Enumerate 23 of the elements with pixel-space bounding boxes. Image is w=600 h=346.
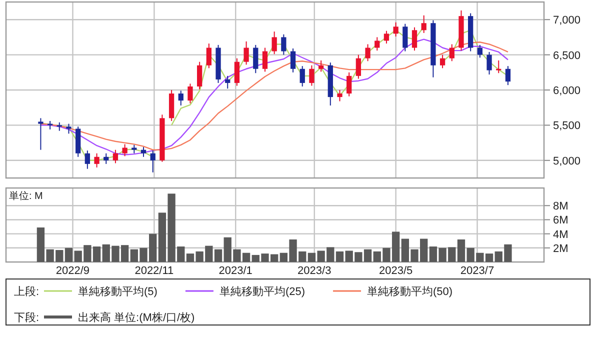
y-axis-title: 単位: M — [9, 190, 43, 202]
x-tick-label: 2023/7 — [460, 265, 494, 277]
legend-label: 単純移動平均(25) — [219, 286, 306, 298]
y-tick-label: 5,000 — [553, 155, 581, 168]
x-tick-label: 2022/11 — [134, 265, 174, 277]
legend: 下段: 出来高 単位:(M株/口/枚) — [14, 312, 195, 324]
y-tick-label: 7,000 — [553, 14, 581, 27]
y-tick-label: 4M — [553, 228, 568, 241]
y-tick-label: 5,500 — [553, 120, 581, 132]
y-tick-label: 6M — [553, 214, 568, 227]
legend-label: 単純移動平均(5) — [78, 286, 158, 298]
legend-title: 上段: — [14, 285, 40, 298]
x-tick-label: 2022/9 — [56, 265, 90, 277]
y-tick-label: 6,000 — [553, 85, 581, 97]
y-tick-label: 8M — [553, 200, 568, 213]
y-tick-label: 2M — [553, 242, 568, 255]
legend-title: 下段: — [14, 312, 40, 324]
x-tick-label: 2023/1 — [218, 265, 252, 277]
legend-label: 単純移動平均(50) — [367, 286, 453, 298]
x-tick-label: 2023/3 — [298, 265, 332, 277]
y-tick-label: 6,500 — [553, 50, 581, 62]
x-tick-label: 2023/5 — [378, 265, 413, 277]
legend-label: 出来高 単位:(M株/口/枚) — [78, 311, 195, 324]
